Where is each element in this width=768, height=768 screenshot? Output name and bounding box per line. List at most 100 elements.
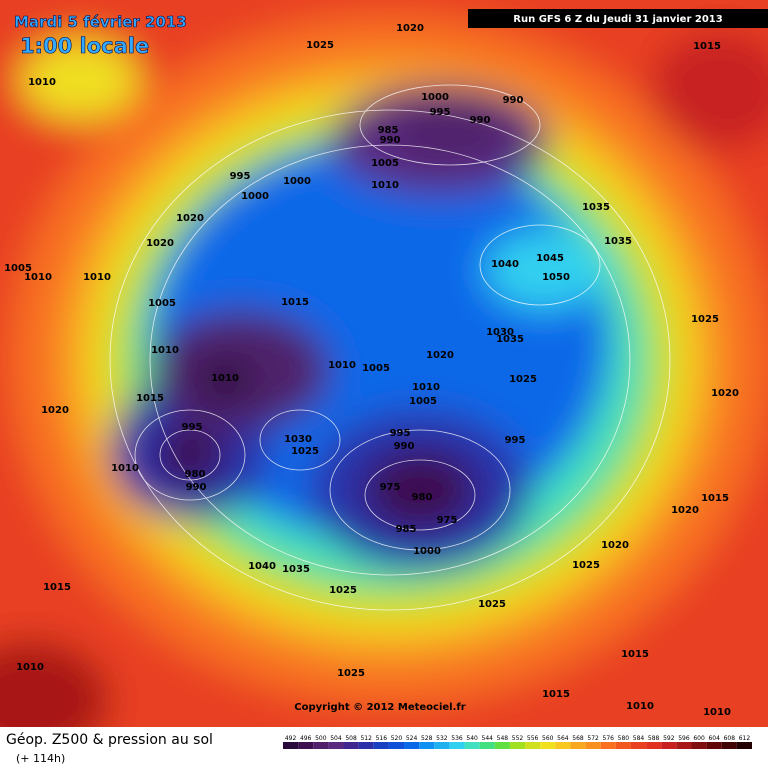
scale-label: 516 [376, 735, 388, 742]
scale-label: 564 [557, 735, 569, 742]
forecast-date: Mardi 5 février 2013 [14, 13, 187, 31]
isobar-label: 1025 [572, 560, 600, 571]
scale-label: 612 [739, 735, 751, 742]
scale-label: 604 [708, 735, 720, 742]
scale-swatch [358, 742, 374, 749]
isobar-label: 1000 [283, 176, 311, 187]
scale-label: 600 [693, 735, 705, 742]
scale-swatch [691, 742, 707, 749]
isobar-label: 1010 [412, 382, 440, 393]
isobars [109, 84, 671, 611]
scale-label: 556 [527, 735, 539, 742]
isobar-label: 1005 [362, 363, 390, 374]
isobar-label: 1020 [146, 238, 174, 249]
isobar-label: 1035 [582, 202, 610, 213]
isobar-label: 1010 [28, 77, 56, 88]
scale-swatch [494, 742, 510, 749]
isobar-label: 1005 [371, 158, 399, 169]
isobar-label: 1015 [43, 582, 71, 593]
isobar-label: 1035 [604, 236, 632, 247]
field-zone [485, 230, 605, 310]
scale-swatch [343, 742, 359, 749]
scale-swatch [479, 742, 495, 749]
field-zone [20, 40, 140, 120]
scale-label: 520 [391, 735, 403, 742]
isobar-label: 1010 [24, 272, 52, 283]
isobar-label: 1020 [711, 388, 739, 399]
isobar-label: 1010 [16, 662, 44, 673]
scale-label: 592 [663, 735, 675, 742]
isobar-label: 1010 [83, 272, 111, 283]
isobar-label: 1020 [426, 350, 454, 361]
isobar-label: 985 [396, 524, 417, 535]
scale-label: 608 [724, 735, 736, 742]
isobar-label: 1010 [703, 707, 731, 718]
scale-swatch [283, 742, 299, 749]
isobar-label: 1025 [691, 314, 719, 325]
scale-swatch [509, 742, 526, 749]
isobar-label: 1020 [601, 540, 629, 551]
isobar-label: 990 [394, 441, 415, 452]
isobar-label: 1025 [509, 374, 537, 385]
isobar-label: 980 [412, 492, 433, 503]
scale-label: 540 [466, 735, 478, 742]
isobar-label: 1015 [701, 493, 729, 504]
scale-swatch [706, 742, 722, 749]
isobar-label: 1025 [291, 446, 319, 457]
isobar-label: 990 [503, 95, 524, 106]
scale-swatch [600, 742, 616, 749]
scale-swatch [313, 742, 329, 749]
scale-swatch [721, 742, 737, 749]
isobar-label: 1020 [176, 213, 204, 224]
field-zone [365, 450, 475, 530]
scale-label: 576 [603, 735, 615, 742]
scale-label: 508 [345, 735, 357, 742]
scale-label: 560 [542, 735, 554, 742]
isobar-label: 1000 [241, 191, 269, 202]
isobar-label: 1025 [329, 585, 357, 596]
isobar-label: 1010 [151, 345, 179, 356]
scale-swatch [449, 742, 465, 749]
isobar-label: 1010 [111, 463, 139, 474]
isobar-label: 1015 [542, 689, 570, 700]
isobar-label: 1015 [621, 649, 649, 660]
scale-label: 572 [587, 735, 599, 742]
scale-swatch [419, 742, 435, 749]
scale-label: 568 [572, 735, 584, 742]
isobar-label: 975 [437, 515, 458, 526]
scale-swatch [540, 742, 556, 749]
field-zone [195, 360, 255, 400]
isobar-label: 995 [230, 171, 251, 182]
scale-label: 492 [285, 735, 297, 742]
isobar-label: 1010 [328, 360, 356, 371]
run-box [468, 9, 768, 28]
isobar-label: 990 [380, 135, 401, 146]
isobar-label: 995 [430, 107, 451, 118]
scale-label: 528 [421, 735, 433, 742]
scale-label: 544 [482, 735, 494, 742]
scale-label: 532 [436, 735, 448, 742]
isobar-label: 1040 [491, 259, 519, 270]
isobar-label: 995 [505, 435, 526, 446]
field-zone [650, 30, 768, 150]
scale-label: 584 [633, 735, 645, 742]
isobar-label: 1015 [136, 393, 164, 404]
isobar-label: 995 [390, 428, 411, 439]
isobar-label: 1040 [248, 561, 276, 572]
isobar-label: 1030 [284, 434, 312, 445]
scale-label: 548 [497, 735, 509, 742]
scale-swatch [388, 742, 405, 749]
isobar-label: 985 [378, 125, 399, 136]
scale-swatch [434, 742, 450, 749]
scale-label: 596 [678, 735, 690, 742]
isobar-label: 990 [470, 115, 491, 126]
scale-swatch [464, 742, 480, 749]
isobar-label: 1020 [396, 23, 424, 34]
isobar-label: 1030 [486, 327, 514, 338]
scale-swatch [555, 742, 571, 749]
isobar-label: 975 [380, 482, 401, 493]
scale-swatch [661, 742, 677, 749]
scale-swatch [736, 742, 752, 749]
